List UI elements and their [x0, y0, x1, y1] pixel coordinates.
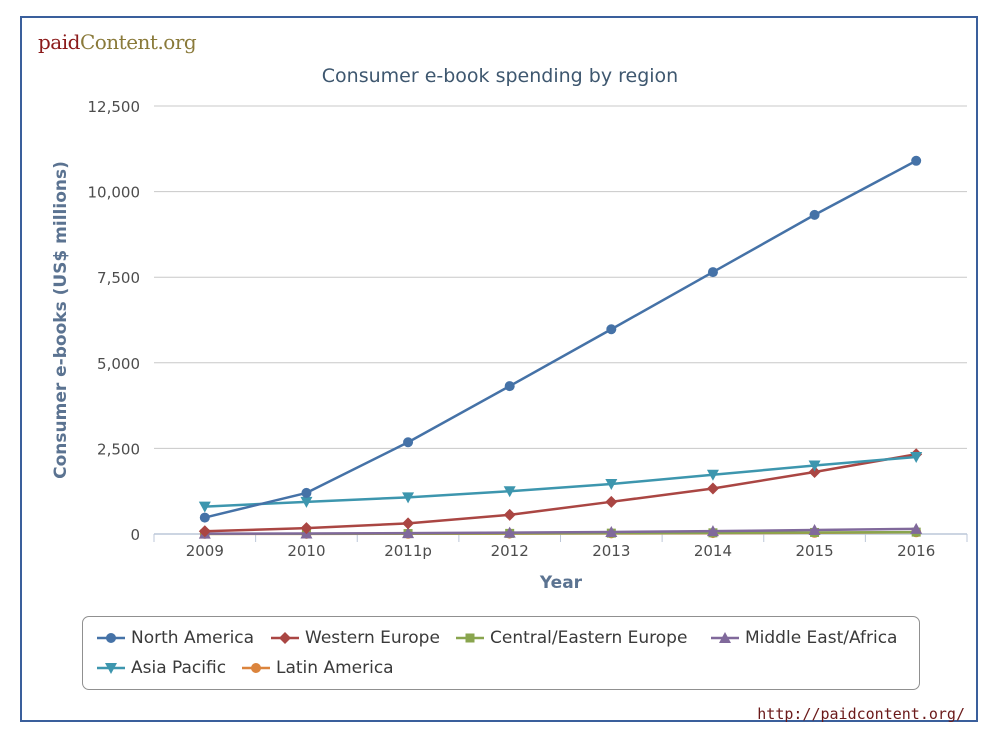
x-tick-label: 2014 [694, 542, 732, 560]
series-line-asia-pacific [204, 455, 917, 508]
data-point-asia-pacific[interactable] [402, 492, 415, 504]
data-point-western-europe[interactable] [402, 517, 415, 530]
data-point-north-america[interactable] [403, 437, 414, 448]
legend-item-central-eastern-europe[interactable]: Central/Eastern Europe [456, 627, 687, 649]
legend-label: Middle East/Africa [745, 628, 898, 648]
series-line-western-europe [204, 452, 917, 533]
data-point-middle-east-africa[interactable] [910, 522, 923, 534]
legend-item-north-america[interactable]: North America [97, 627, 254, 649]
data-point-middle-east-africa[interactable] [402, 527, 415, 539]
data-point-asia-pacific[interactable] [503, 486, 516, 498]
legend-label: Asia Pacific [131, 658, 227, 678]
legend-item-middle-east-africa[interactable]: Middle East/Africa [711, 627, 897, 649]
chart-frame [20, 16, 978, 722]
y-tick-label: 12,500 [88, 98, 141, 116]
data-point-north-america[interactable] [301, 487, 312, 498]
gridlines [154, 105, 967, 449]
legend-symbol-triangle-icon [711, 632, 739, 643]
legend-symbol-triangle-down-icon [97, 663, 125, 674]
y-tick-label: 0 [130, 526, 140, 544]
legend-label: Western Europe [305, 628, 440, 648]
series-north-america [199, 155, 922, 523]
data-point-western-europe[interactable] [198, 525, 211, 538]
series-lines [198, 155, 923, 539]
legend-symbol-square-icon [456, 633, 484, 643]
logo-text-paid: paid [38, 30, 80, 54]
x-tick-label: 2013 [592, 542, 630, 560]
y-tick-label: 2,500 [97, 440, 140, 458]
legend-label: Central/Eastern Europe [490, 628, 688, 648]
series-line-middle-east-africa [204, 527, 917, 535]
data-point-north-america[interactable] [606, 324, 617, 335]
paidcontent-logo: paidContent.org [38, 30, 197, 54]
x-tick-label: 2016 [897, 542, 935, 560]
data-point-middle-east-africa[interactable] [503, 526, 516, 538]
legend: North America Western Europe Central/Easte… [82, 616, 920, 690]
data-point-asia-pacific[interactable] [706, 469, 719, 481]
legend-label: North America [131, 628, 255, 648]
y-tick-label: 5,000 [97, 355, 140, 373]
data-point-middle-east-africa[interactable] [605, 525, 618, 537]
data-point-north-america[interactable] [199, 512, 210, 523]
y-tick-label: 7,500 [97, 269, 140, 287]
legend-item-latin-america[interactable]: Latin America [242, 657, 394, 679]
legend-symbol-circle-icon [97, 633, 125, 643]
data-point-middle-east-africa[interactable] [808, 524, 821, 536]
legend-item-western-europe[interactable]: Western Europe [271, 627, 440, 649]
data-point-western-europe[interactable] [808, 466, 821, 479]
x-axis-title: Year [539, 573, 583, 593]
data-point-middle-east-africa[interactable] [706, 525, 719, 537]
data-point-asia-pacific[interactable] [300, 496, 313, 508]
data-point-north-america[interactable] [504, 381, 515, 392]
x-tick-label: 2011p [384, 542, 432, 560]
data-point-north-america[interactable] [809, 209, 820, 220]
source-link[interactable]: http://paidcontent.org/ [757, 705, 965, 723]
data-point-asia-pacific[interactable] [910, 451, 923, 463]
legend-label: Latin America [276, 658, 394, 678]
x-tick-label: 2009 [186, 542, 224, 560]
data-point-western-europe[interactable] [706, 482, 719, 495]
data-point-western-europe[interactable] [300, 522, 313, 535]
series-asia-pacific [198, 451, 923, 513]
x-tick-label: 2015 [795, 542, 833, 560]
data-point-north-america[interactable] [911, 155, 922, 166]
data-point-north-america[interactable] [707, 267, 718, 278]
data-point-asia-pacific[interactable] [808, 460, 821, 472]
data-point-asia-pacific[interactable] [605, 479, 618, 491]
chart-title: Consumer e-book spending by region [322, 65, 678, 87]
logo-text-content: Content.org [79, 30, 197, 54]
legend-symbol-diamond-icon [271, 632, 299, 644]
x-tick-label: 2010 [287, 542, 325, 560]
legend-symbol-circle-icon [242, 663, 270, 673]
data-point-western-europe[interactable] [605, 495, 618, 508]
legend-item-asia-pacific[interactable]: Asia Pacific [97, 657, 226, 679]
y-axis-title: Consumer e-books (US$ millions) [51, 161, 71, 479]
data-point-western-europe[interactable] [503, 508, 516, 521]
data-point-asia-pacific[interactable] [198, 501, 211, 513]
y-tick-label: 10,000 [88, 184, 141, 202]
x-tick-label: 2012 [491, 542, 529, 560]
series-line-north-america [204, 159, 917, 519]
